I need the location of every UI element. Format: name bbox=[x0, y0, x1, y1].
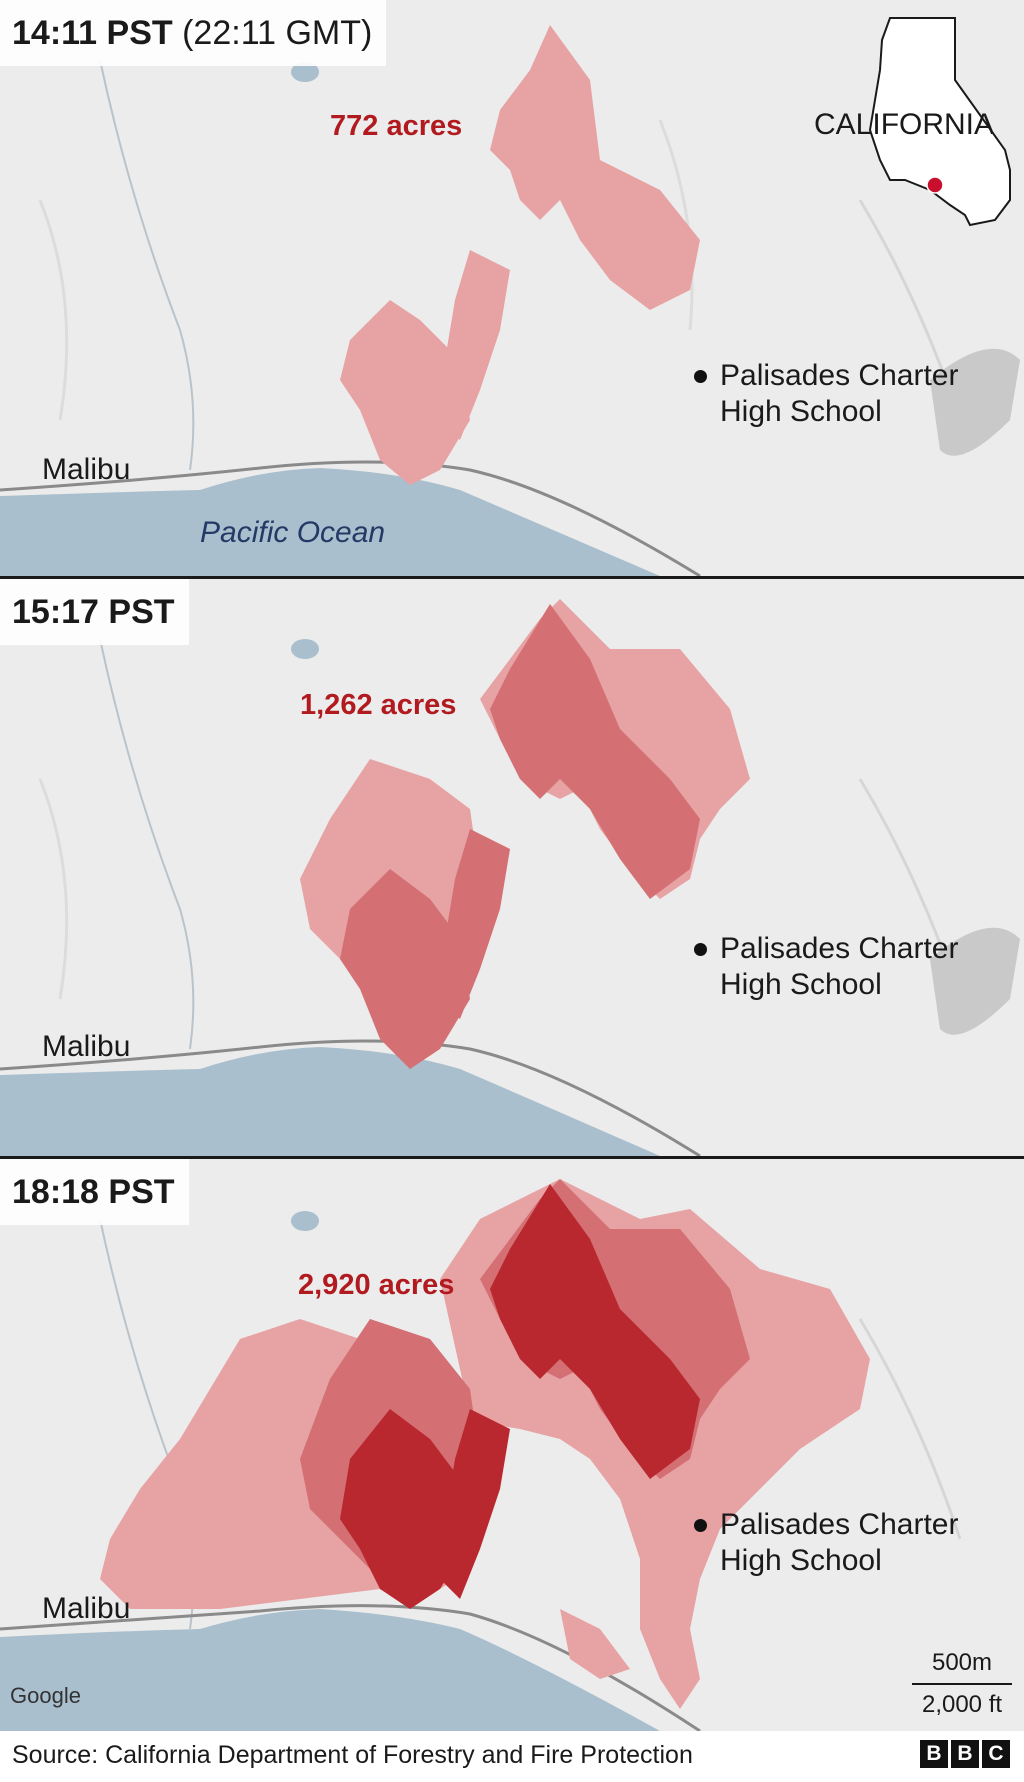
school-label-line2: High School bbox=[720, 968, 882, 1001]
school-label-line1: Palisades Charter bbox=[720, 932, 959, 965]
river-line bbox=[99, 638, 195, 1050]
school-label: Palisades Charter High School bbox=[694, 1507, 959, 1579]
time-main: 15:17 PST bbox=[12, 593, 175, 631]
timestamp-label: 18:18 PST bbox=[0, 1159, 189, 1225]
ocean-label: Pacific Ocean bbox=[200, 516, 386, 549]
burned-area-label: 2,920 acres bbox=[298, 1269, 455, 1301]
coast-road bbox=[0, 1039, 701, 1156]
bbc-logo-letter: B bbox=[920, 1740, 948, 1768]
school-marker-icon bbox=[694, 943, 707, 956]
bbc-logo-letter: C bbox=[982, 1740, 1010, 1768]
timestamp-label: 15:17 PST bbox=[0, 579, 189, 645]
fire-area-1411 bbox=[490, 25, 700, 310]
school-label-line2: High School bbox=[720, 395, 882, 428]
school-label: Palisades Charter High School bbox=[694, 358, 959, 430]
ocean bbox=[0, 1047, 660, 1156]
panel-divider bbox=[0, 576, 1024, 579]
source-credit: Source: California Department of Forestr… bbox=[12, 1741, 693, 1769]
map-panel-1818: 18:18 PST 2,920 acres Malibu Palisades C… bbox=[0, 1159, 1024, 1731]
california-inset-map-icon bbox=[868, 17, 1011, 227]
school-marker-icon bbox=[694, 1519, 707, 1532]
map-panel-1411: 14:11 PST (22:11 GMT) 772 acres Malibu P… bbox=[0, 0, 1024, 576]
malibu-label: Malibu bbox=[42, 453, 131, 486]
fire-area-1818 bbox=[560, 1609, 630, 1679]
map-base bbox=[0, 1179, 962, 1731]
time-main: 14:11 PST bbox=[12, 14, 173, 52]
school-label-line1: Palisades Charter bbox=[720, 1508, 959, 1541]
malibu-label: Malibu bbox=[42, 1030, 131, 1063]
inset-state-label: CALIFORNIA bbox=[814, 108, 995, 141]
fire-area-1818 bbox=[340, 1409, 470, 1609]
bbc-logo: B B C bbox=[920, 1740, 1010, 1768]
ocean bbox=[0, 1609, 660, 1731]
time-gmt: (22:11 GMT) bbox=[182, 14, 373, 52]
scale-bar: 500m 2,000 ft bbox=[912, 1649, 1012, 1719]
burned-area-label: 1,262 acres bbox=[300, 689, 457, 721]
fire-area-1517 bbox=[490, 604, 700, 899]
coast-road bbox=[0, 460, 701, 576]
time-main: 18:18 PST bbox=[12, 1173, 175, 1211]
river-line bbox=[99, 59, 195, 471]
location-marker-icon bbox=[926, 176, 944, 194]
scale-imperial: 2,000 ft bbox=[921, 1691, 1003, 1718]
timestamp-label: 14:11 PST (22:11 GMT) bbox=[0, 0, 387, 66]
bbc-logo-letter: B bbox=[951, 1740, 979, 1768]
scale-metric: 500m bbox=[931, 1649, 993, 1676]
school-label-line2: High School bbox=[720, 1544, 882, 1577]
reservoir bbox=[291, 62, 319, 82]
school-label-line1: Palisades Charter bbox=[720, 359, 959, 392]
reservoir bbox=[291, 1211, 319, 1231]
panel-divider bbox=[0, 1156, 1024, 1159]
map-base bbox=[0, 25, 1020, 576]
malibu-label: Malibu bbox=[42, 1592, 131, 1625]
map-panel-1517: 15:17 PST 1,262 acres Malibu Palisades C… bbox=[0, 579, 1024, 1156]
footer: Source: California Department of Forestr… bbox=[0, 1731, 1024, 1782]
school-marker-icon bbox=[694, 370, 707, 383]
fire-area-1517 bbox=[340, 869, 470, 1069]
burned-area-label: 772 acres bbox=[330, 110, 463, 142]
reservoir bbox=[291, 639, 319, 659]
map-attribution: Google bbox=[10, 1683, 81, 1708]
map-base bbox=[0, 599, 1020, 1156]
school-label: Palisades Charter High School bbox=[694, 931, 959, 1003]
scale-line bbox=[912, 1683, 1012, 1685]
fire-area-1818 bbox=[490, 1184, 700, 1479]
fire-area-1411 bbox=[340, 300, 470, 485]
ocean bbox=[0, 468, 660, 576]
